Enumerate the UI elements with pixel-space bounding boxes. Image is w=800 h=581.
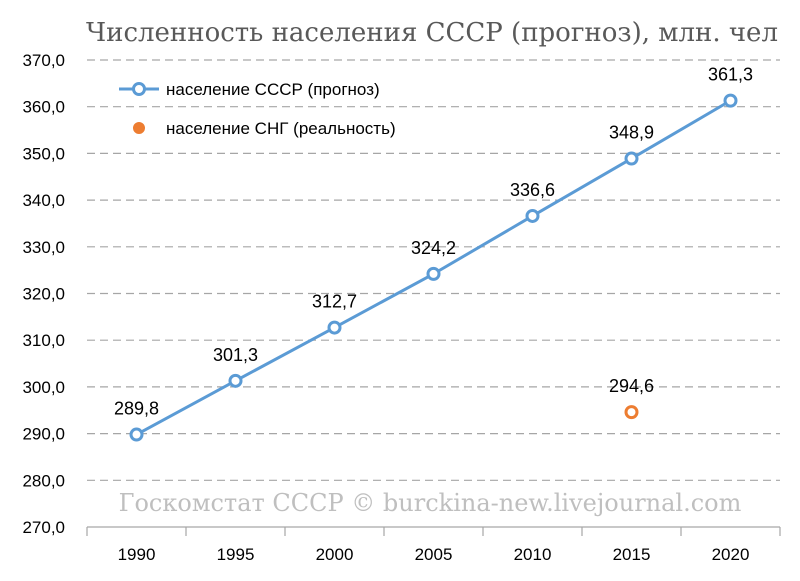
legend-label: население СНГ (реальность): [166, 119, 396, 138]
x-tick-label: 2020: [712, 545, 750, 564]
y-tick-label: 320,0: [22, 285, 65, 304]
y-tick-label: 290,0: [22, 425, 65, 444]
data-point: [228, 373, 243, 388]
axes: 270,0 280,0 290,0 300,0 310,0 320,0 330,0 340,0…: [22, 51, 781, 564]
data-point: [525, 208, 540, 223]
data-point: [624, 151, 639, 166]
data-label: 324,2: [411, 238, 456, 258]
y-tick-label: 300,0: [22, 378, 65, 397]
y-tick-label: 370,0: [22, 51, 65, 70]
x-tick-label: 2005: [415, 545, 453, 564]
legend-label: население СССР (прогноз): [166, 80, 380, 99]
data-label: 348,9: [609, 123, 654, 143]
data-label: 312,7: [312, 292, 357, 312]
x-tick-label: 2000: [316, 545, 354, 564]
data-label: 301,3: [213, 345, 258, 365]
y-tick-label: 270,0: [22, 518, 65, 537]
data-point: [723, 93, 738, 108]
grid: [87, 59, 780, 481]
x-tick-label: 2010: [514, 545, 552, 564]
data-label: 294,6: [609, 376, 654, 396]
data-labels: 289,8 301,3 312,7 324,2 336,6 348,9 361,3 294,6: [114, 65, 753, 419]
y-tick-label: 340,0: [22, 191, 65, 210]
data-point: [129, 427, 144, 442]
x-tick-label: 2015: [613, 545, 651, 564]
data-point: [624, 405, 639, 420]
chart-title: Численность населения СССР (прогноз), мл…: [86, 18, 778, 48]
data-point: [327, 320, 342, 335]
data-label: 289,8: [114, 399, 159, 419]
data-label: 361,3: [708, 65, 753, 85]
legend: население СССР (прогноз) население СНГ (р…: [119, 80, 396, 138]
y-tick-label: 310,0: [22, 331, 65, 350]
data-point: [426, 266, 441, 281]
y-tick-label: 360,0: [22, 98, 65, 117]
y-tick-label: 330,0: [22, 238, 65, 257]
x-tick-label: 1995: [217, 545, 255, 564]
y-tick-label: 350,0: [22, 144, 65, 163]
watermark: Госкомстат СССР © burckina-new.livejourn…: [119, 489, 742, 517]
y-tick-label: 280,0: [22, 471, 65, 490]
legend-marker: [132, 82, 146, 96]
x-tick-label: 1990: [118, 545, 156, 564]
series-layer: [129, 93, 738, 442]
legend-marker: [133, 122, 145, 134]
data-label: 336,6: [510, 180, 555, 200]
